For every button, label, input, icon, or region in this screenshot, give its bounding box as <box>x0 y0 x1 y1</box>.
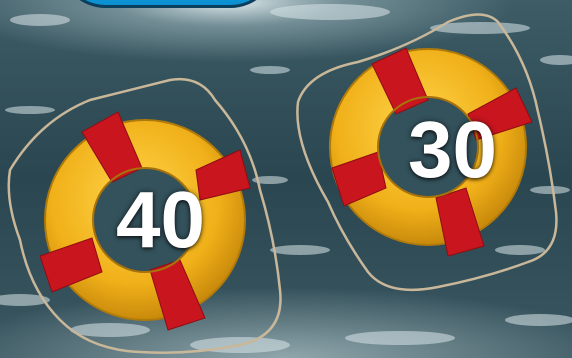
life-buoy-left[interactable] <box>0 60 300 358</box>
answer-choice-40[interactable]: 40 <box>116 175 205 264</box>
life-buoy-right[interactable] <box>288 2 572 302</box>
life-buoy-icon <box>296 13 558 292</box>
life-buoy-icon <box>7 77 282 354</box>
answer-choice-30[interactable]: 30 <box>408 105 497 194</box>
